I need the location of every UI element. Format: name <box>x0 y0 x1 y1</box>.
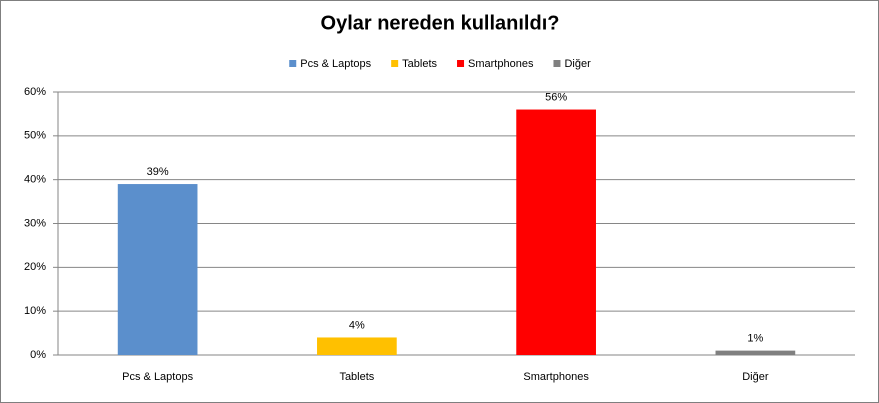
data-label: 56% <box>545 91 567 103</box>
legend-swatch <box>391 60 399 67</box>
x-tick-label: Diğer <box>742 371 769 383</box>
y-tick-label: 30% <box>24 217 46 229</box>
legend-label: Tablets <box>402 58 437 70</box>
legend-swatch <box>457 60 465 67</box>
bar <box>317 337 397 355</box>
data-label: 1% <box>747 333 763 345</box>
data-label: 4% <box>349 319 365 331</box>
x-tick-label: Pcs & Laptops <box>122 371 193 383</box>
bar <box>516 109 596 356</box>
legend-swatch <box>553 60 561 67</box>
bar <box>715 350 796 355</box>
legend-label: Diğer <box>564 58 591 70</box>
x-tick-label: Smartphones <box>523 371 589 383</box>
legend-swatch <box>289 60 297 67</box>
y-tick-label: 10% <box>24 305 46 317</box>
x-tick-label: Tablets <box>339 371 374 383</box>
y-tick-label: 50% <box>24 130 46 142</box>
y-tick-label: 60% <box>24 86 46 98</box>
chart-title: Oylar nereden kullanıldı? <box>321 12 560 34</box>
y-tick-label: 20% <box>24 261 46 273</box>
legend-label: Pcs & Laptops <box>300 58 371 70</box>
y-tick-label: 40% <box>24 174 46 186</box>
legend-label: Smartphones <box>468 58 534 70</box>
y-tick-label: 0% <box>30 349 46 361</box>
bar <box>117 184 198 355</box>
data-label: 39% <box>147 166 169 178</box>
